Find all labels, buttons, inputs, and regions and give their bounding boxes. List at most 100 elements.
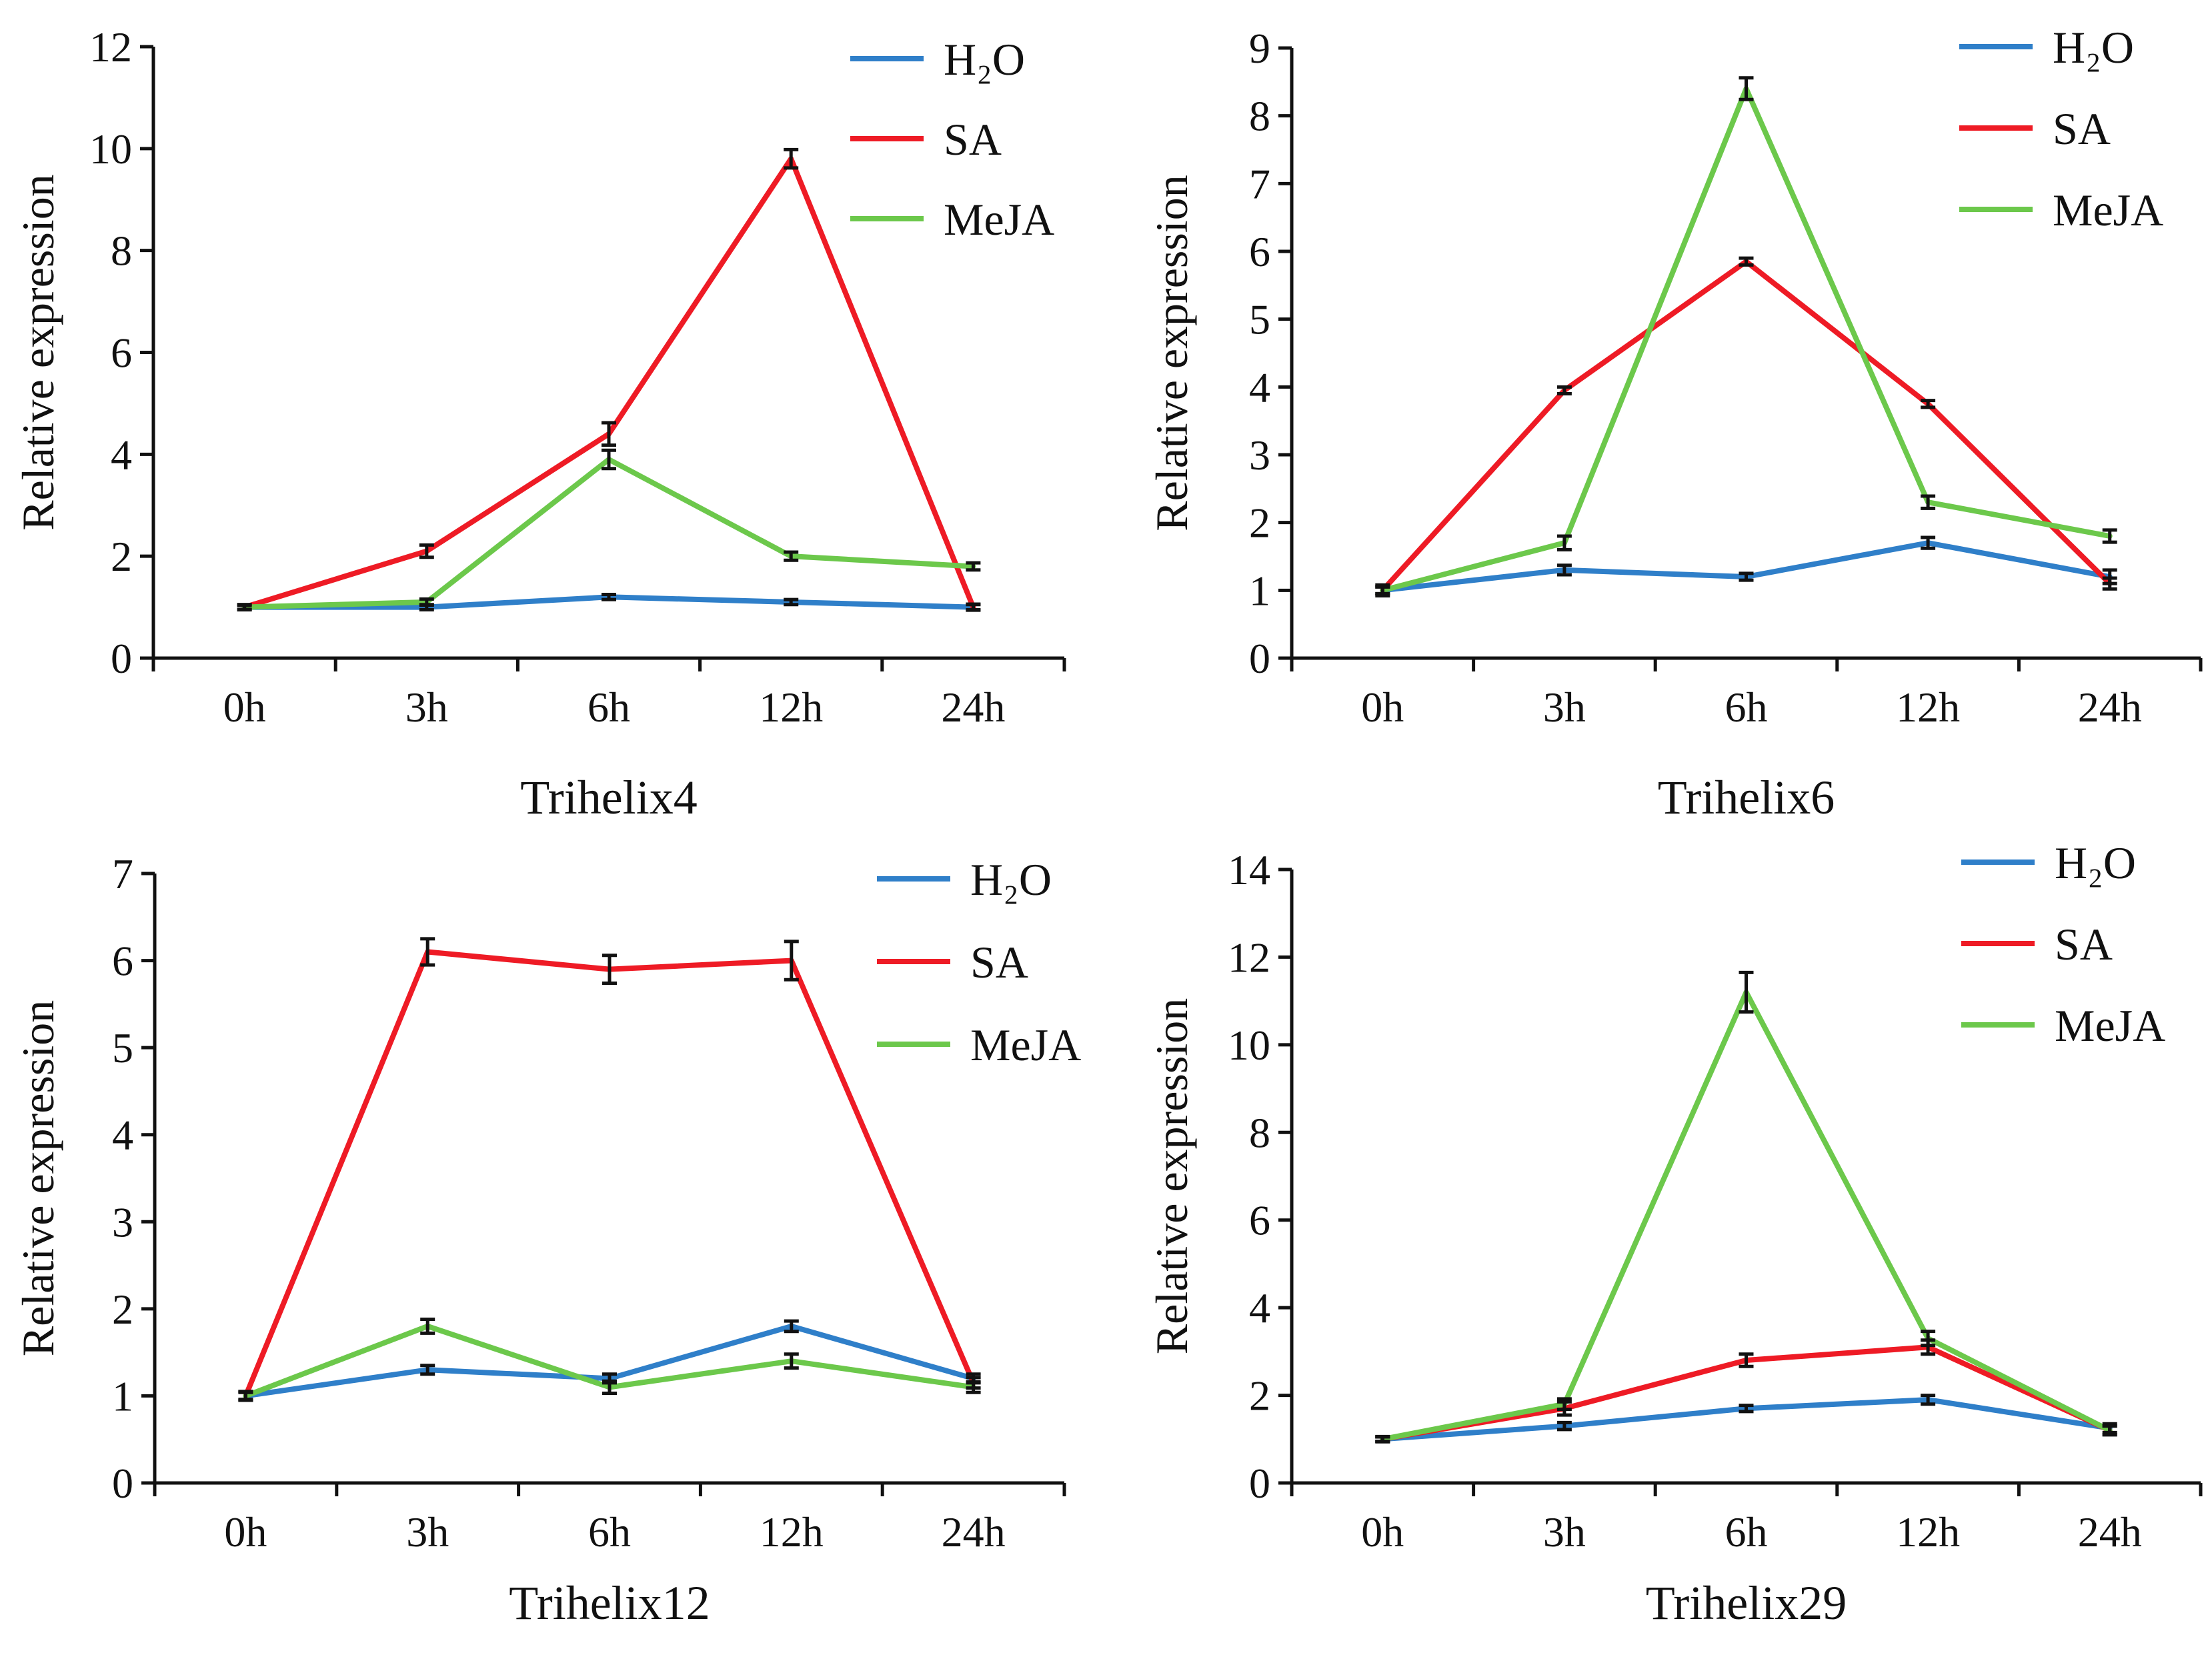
x-tick-label: 3h: [1543, 1508, 1586, 1556]
y-tick-label: 8: [1249, 1109, 1270, 1156]
error-bar-meja: [602, 448, 616, 471]
x-tick-label: 24h: [2078, 1508, 2142, 1556]
error-bar-meja: [1556, 534, 1572, 551]
y-tick-label: 2: [111, 533, 132, 580]
y-axis-title: Relative expression: [1146, 998, 1197, 1354]
error-bar-meja: [2102, 1424, 2117, 1437]
error-bar-sa: [784, 940, 799, 982]
error-bar-sa: [602, 954, 617, 986]
error-bar-meja: [966, 561, 981, 572]
y-tick-label: 8: [111, 227, 132, 275]
error-bar-meja: [966, 1380, 981, 1394]
series-line-sa: [243, 949, 976, 1399]
y-tick-label: 0: [1249, 1460, 1270, 1507]
chart-panel-trihelix29: 0 2 4 6 8 10 12 14 0h 3h 6h 12h 24h Relative expressi…: [1146, 838, 2203, 1630]
error-bar-meja: [1739, 76, 1754, 101]
error-bar-meja: [419, 597, 434, 607]
x-tick-label: 0h: [1361, 1508, 1404, 1556]
chart-panel-trihelix12: 0 1 2 3 4 5 6 7 0h 3h 6h 12h 24h Relative expression T…: [13, 850, 1081, 1630]
error-bar-sa: [602, 421, 616, 447]
y-tick-label: 4: [1249, 1284, 1270, 1332]
x-tick-label: 3h: [406, 1508, 449, 1556]
y-tick-label: 14: [1228, 846, 1270, 894]
x-tick-label: 12h: [1896, 683, 1960, 731]
error-bar-h2o: [1739, 1404, 1754, 1414]
chart-panel-trihelix4: 0 2 4 6 8 10 12 0h 3h 6h 12h 24h Relative expression…: [13, 23, 1066, 824]
x-tick-label: 6h: [1725, 1508, 1768, 1556]
chart-panel-trihelix6: 0 1 2 3 4 5 6 7 8 9 0h 3h 6h 12h 24h Relative expressio…: [1146, 22, 2203, 824]
series-line-h2o: [1380, 540, 2113, 593]
legend-label: MeJA: [944, 194, 1054, 245]
y-tick-label: 0: [1249, 635, 1270, 682]
y-tick-label: 1: [112, 1372, 133, 1420]
y-axis-title: Relative expression: [13, 174, 63, 530]
x-tick-label: 6h: [588, 1508, 631, 1556]
y-tick-label: 5: [1249, 296, 1270, 343]
error-bar-h2o: [1556, 1420, 1572, 1432]
error-bar-h2o: [1556, 563, 1572, 577]
y-tick-label: 2: [112, 1286, 133, 1333]
error-bar-sa: [784, 147, 799, 170]
legend-entry-h2o: H₂O: [877, 854, 1052, 905]
y-axis-title: Relative expression: [1146, 175, 1197, 531]
error-bar-h2o: [784, 1319, 799, 1334]
x-axis-title: Trihelix6: [1658, 771, 1835, 824]
x-tick-label: 3h: [1543, 683, 1586, 731]
x-tick-label: 24h: [941, 683, 1005, 731]
error-bar-h2o: [420, 1364, 435, 1376]
error-bar-h2o: [1739, 571, 1754, 582]
error-bar-meja: [1556, 1397, 1572, 1412]
error-bar-sa: [1739, 256, 1754, 267]
error-bar-meja: [602, 1379, 617, 1396]
error-bar-h2o: [1921, 535, 1936, 550]
y-tick-label: 6: [111, 329, 132, 377]
x-tick-label: 24h: [2078, 683, 2142, 731]
series-line-meja: [241, 456, 976, 610]
y-tick-label: 4: [111, 431, 132, 478]
y-tick-label: 12: [89, 23, 132, 71]
y-tick-label: 1: [1249, 567, 1270, 614]
error-bar-sa: [2102, 576, 2117, 591]
legend-entry-meja: MeJA: [1959, 185, 2163, 235]
legend-label: H₂O: [944, 34, 1025, 85]
x-axis-title: Trihelix4: [520, 771, 697, 824]
y-tick-label: 3: [112, 1198, 133, 1246]
error-bar-sa: [419, 543, 434, 559]
x-axis-title: Trihelix12: [509, 1576, 710, 1630]
legend-label: H₂O: [2055, 838, 2136, 888]
y-tick-label: 5: [112, 1024, 133, 1072]
legend-label: MeJA: [2053, 185, 2163, 235]
y-tick-label: 6: [1249, 228, 1270, 275]
y-tick-label: 10: [1228, 1022, 1270, 1069]
error-bar-meja: [420, 1318, 435, 1335]
x-tick-label: 12h: [760, 1508, 824, 1556]
y-tick-label: 12: [1228, 934, 1270, 981]
x-tick-label: 3h: [405, 683, 448, 731]
error-bar-meja: [784, 550, 799, 562]
y-tick-label: 0: [111, 635, 132, 682]
legend-entry-h2o: H₂O: [1961, 838, 2136, 888]
legend-entry-sa: SA: [1961, 919, 2113, 970]
error-bar-meja: [784, 1352, 799, 1370]
error-bar-meja: [1375, 1435, 1390, 1444]
series-line-sa: [1380, 259, 2113, 593]
legend-label: H₂O: [2053, 22, 2134, 73]
error-bar-meja: [1375, 585, 1390, 595]
x-axis-title: Trihelix29: [1646, 1576, 1847, 1630]
error-bar-meja: [1921, 1330, 1936, 1348]
error-bar-sa: [1556, 385, 1572, 395]
error-bar-meja: [238, 1390, 253, 1402]
x-tick-label: 24h: [942, 1508, 1006, 1556]
error-bar-meja: [2102, 528, 2117, 544]
legend-label: H₂O: [970, 854, 1052, 905]
y-tick-label: 4: [112, 1112, 133, 1159]
x-tick-label: 6h: [1725, 683, 1768, 731]
y-tick-label: 9: [1249, 25, 1270, 72]
x-tick-label: 12h: [759, 683, 823, 731]
legend-label: SA: [2053, 103, 2111, 154]
legend-label: SA: [2055, 919, 2113, 970]
error-bar-sa: [966, 603, 981, 611]
y-tick-label: 8: [1249, 93, 1270, 140]
series-line-meja: [1380, 86, 2113, 593]
x-tick-label: 6h: [588, 683, 630, 731]
